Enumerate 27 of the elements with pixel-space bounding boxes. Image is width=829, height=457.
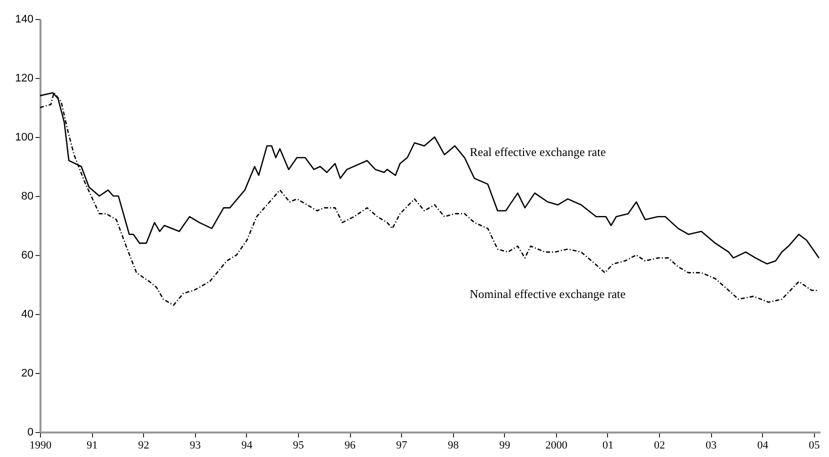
x-tick-label: 93 xyxy=(190,440,202,452)
x-tick-label: 97 xyxy=(396,440,408,452)
y-tick-label: 0 xyxy=(27,426,34,438)
x-tick-label: 99 xyxy=(499,440,511,452)
x-tick-label: 2000 xyxy=(545,440,568,452)
y-tick-label: 80 xyxy=(21,190,34,202)
x-tick-label: 91 xyxy=(86,440,98,452)
series-label: Real effective exchange rate xyxy=(470,145,606,160)
x-tick-label: 03 xyxy=(706,440,718,452)
x-tick-label: 98 xyxy=(448,440,460,452)
y-tick-label: 140 xyxy=(15,14,34,26)
line-series xyxy=(40,92,818,306)
y-tick-label: 60 xyxy=(21,250,34,262)
y-tick-label: 100 xyxy=(15,132,34,144)
x-tick-label: 96 xyxy=(344,440,356,452)
x-tick-label: 05 xyxy=(808,440,820,452)
y-tick-label: 40 xyxy=(21,308,34,320)
x-tick-label: 02 xyxy=(654,440,666,452)
text: Nominal effective exchange rate xyxy=(470,287,626,302)
x-tick-label: 94 xyxy=(241,440,253,452)
x-tick-label: 95 xyxy=(292,440,304,452)
x-tick-label: 92 xyxy=(138,440,150,452)
x-tick-label: 1990 xyxy=(30,440,52,452)
y-tick-label: 120 xyxy=(15,72,34,84)
x-tick-label: 01 xyxy=(602,440,614,452)
x-tick-label: 04 xyxy=(757,440,769,452)
y-tick-label: 20 xyxy=(21,368,34,380)
